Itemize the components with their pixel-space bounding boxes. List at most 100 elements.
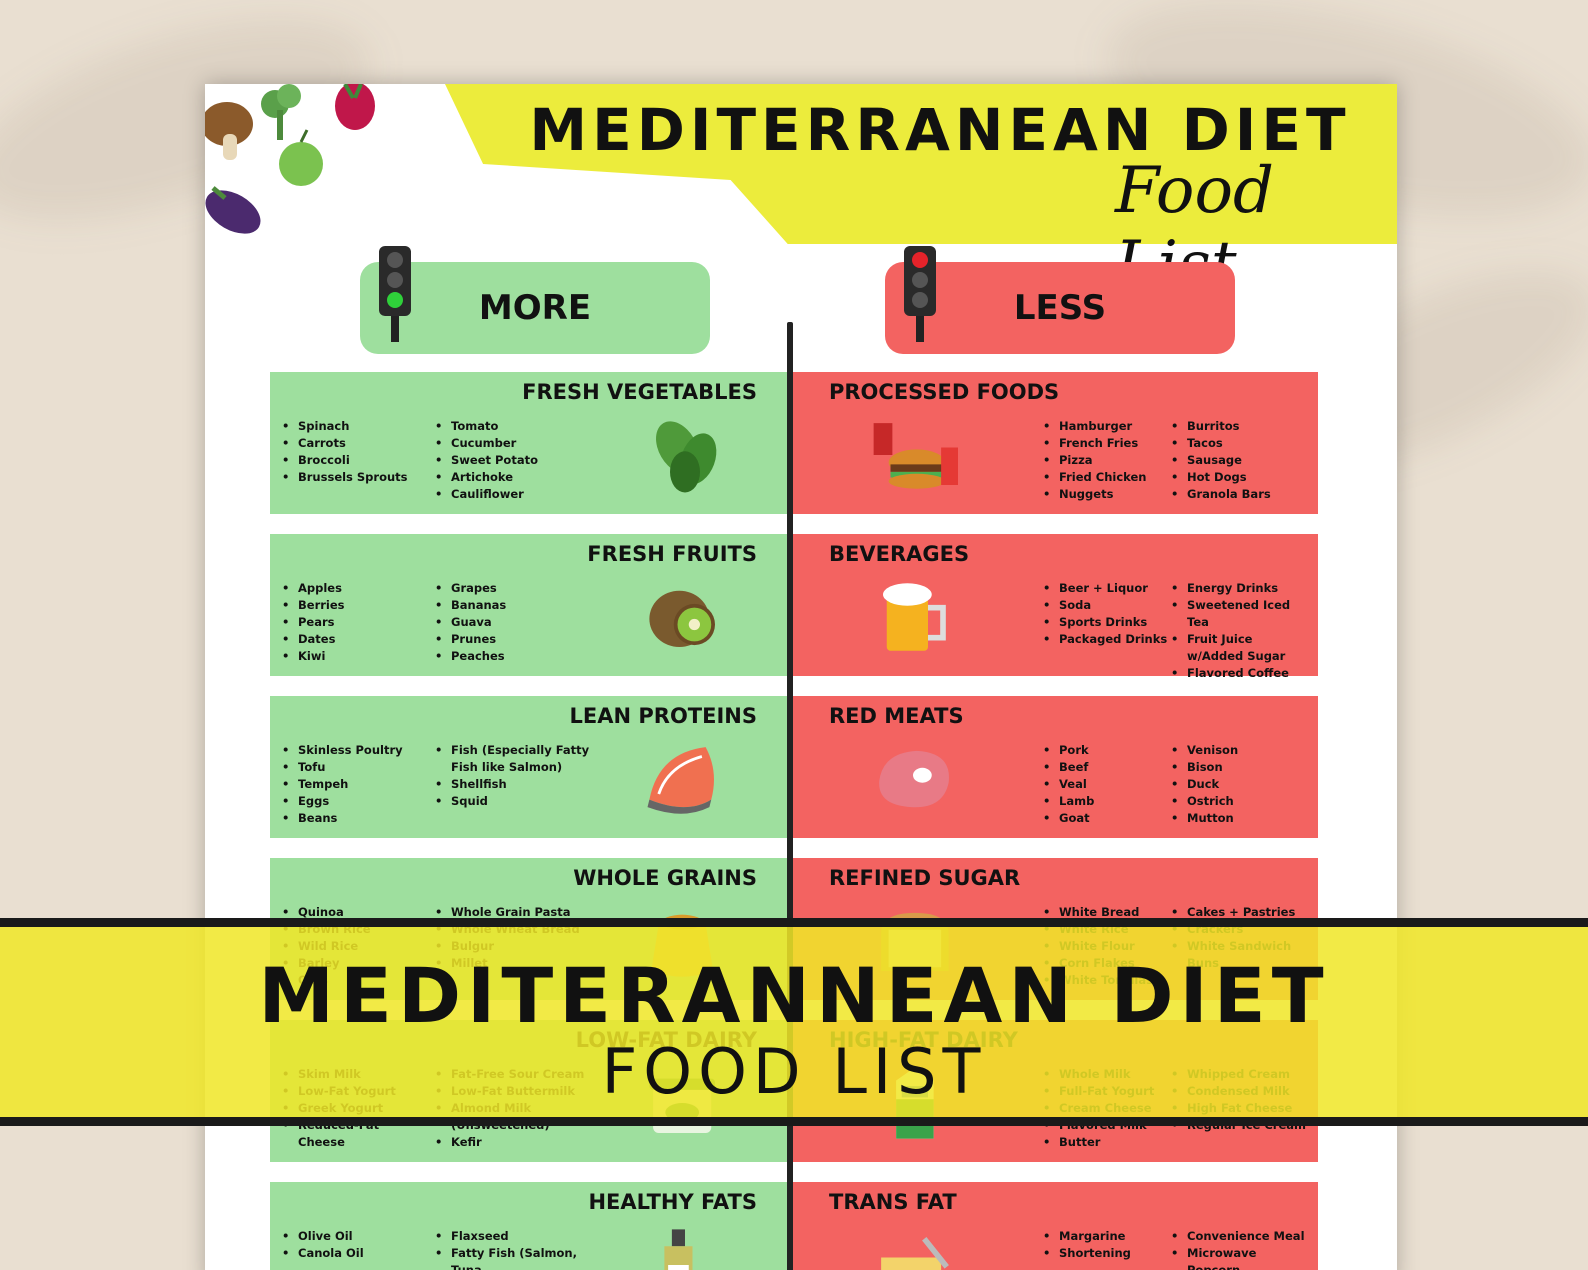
less-panel-red-meats: RED MEATS PorkBeefVealLambGoatVenisonBiso… <box>793 696 1318 838</box>
panel-title: FRESH VEGETABLES <box>522 380 757 404</box>
beer-mug-icon <box>883 583 946 651</box>
food-list-column: Beer + LiquorSodaSports DrinksPackaged D… <box>1043 580 1168 648</box>
list-item: Broccoli <box>282 452 422 469</box>
food-list-column: Energy DrinksSweetened Iced TeaFruit Jui… <box>1171 580 1311 682</box>
list-item: White Bread <box>1043 904 1168 921</box>
food-list-column: SpinachCarrotsBroccoliBrussels Sprouts <box>282 418 422 486</box>
list-item: Beans <box>282 810 422 827</box>
food-list-column: Fish (Especially Fatty Fish like Salmon)… <box>435 742 600 810</box>
more-panel-healthy-fats: HEALTHY FATS Olive OilCanola Oil FlaxseedF… <box>270 1182 789 1270</box>
less-panel-trans-fat: TRANS FAT MargarineShorteningConvenience … <box>793 1182 1318 1270</box>
food-list-column: Skinless PoultryTofuTempehEggsBeans <box>282 742 422 827</box>
less-panel-processed-foods: PROCESSED FOODS HamburgerFrench FriesPizz… <box>793 372 1318 514</box>
list-item: Sweet Potato <box>435 452 600 469</box>
list-item: Nuggets <box>1043 486 1168 503</box>
list-item: Sports Drinks <box>1043 614 1168 631</box>
food-list-column: TomatoCucumberSweet PotatoArtichokeCauli… <box>435 418 600 503</box>
list-item: Prunes <box>435 631 600 648</box>
list-item: Soda <box>1043 597 1168 614</box>
list-item: Canola Oil <box>282 1245 422 1262</box>
vegetables-illustration <box>205 84 375 234</box>
less-label: LESS <box>1013 288 1107 328</box>
list-item: Bananas <box>435 597 600 614</box>
list-item: Berries <box>282 597 422 614</box>
list-item: Convenience Meal <box>1171 1228 1311 1245</box>
list-item: Tempeh <box>282 776 422 793</box>
panel-title: WHOLE GRAINS <box>573 866 757 890</box>
food-list-column: Olive OilCanola Oil <box>282 1228 422 1262</box>
list-item: Quinoa <box>282 904 422 921</box>
list-item: Goat <box>1043 810 1168 827</box>
list-item: Beer + Liquor <box>1043 580 1168 597</box>
list-item: Sweetened Iced Tea <box>1171 597 1311 631</box>
olive-oil-icon <box>664 1229 693 1270</box>
kiwi-icon <box>649 590 715 647</box>
food-list-column: VenisonBisonDuckOstrichMutton <box>1171 742 1311 827</box>
list-item: Whole Grain Pasta <box>435 904 600 921</box>
list-item: Artichoke <box>435 469 600 486</box>
list-item: Hot Dogs <box>1171 469 1311 486</box>
food-list-column: PorkBeefVealLambGoat <box>1043 742 1168 827</box>
list-item: Veal <box>1043 776 1168 793</box>
fast-food-icon <box>873 423 958 489</box>
list-item: Venison <box>1171 742 1311 759</box>
spinach-icon <box>656 421 717 493</box>
list-item: Fatty Fish (Salmon, Tuna <box>435 1245 600 1270</box>
list-item: Granola Bars <box>1171 486 1311 503</box>
list-item: Shellfish <box>435 776 600 793</box>
list-item: Energy Drinks <box>1171 580 1311 597</box>
panel-title: RED MEATS <box>829 704 964 728</box>
list-item: Ostrich <box>1171 793 1311 810</box>
list-item: Pizza <box>1043 452 1168 469</box>
list-item: Grapes <box>435 580 600 597</box>
panel-title: TRANS FAT <box>829 1190 957 1214</box>
food-list-column: HamburgerFrench FriesPizzaFried ChickenN… <box>1043 418 1168 503</box>
list-item: Eggs <box>282 793 422 810</box>
list-item: Pears <box>282 614 422 631</box>
more-panel-lean-proteins: LEAN PROTEINS Skinless PoultryTofuTempehE… <box>270 696 789 838</box>
list-item: Olive Oil <box>282 1228 422 1245</box>
panel-title: HEALTHY FATS <box>588 1190 757 1214</box>
list-item: Sausage <box>1171 452 1311 469</box>
food-list-column: FlaxseedFatty Fish (Salmon, Tuna <box>435 1228 600 1270</box>
list-item: Bison <box>1171 759 1311 776</box>
panel-title: PROCESSED FOODS <box>829 380 1060 404</box>
more-header: MORE <box>360 262 710 354</box>
list-item: Pork <box>1043 742 1168 759</box>
list-item: Burritos <box>1171 418 1311 435</box>
more-panel-fresh-vegetables: FRESH VEGETABLES SpinachCarrotsBroccoliBr… <box>270 372 789 514</box>
panel-title: LEAN PROTEINS <box>569 704 757 728</box>
butter-icon <box>881 1236 949 1270</box>
list-item: Microwave Popcorn <box>1171 1245 1311 1270</box>
list-item: Packaged Drinks <box>1043 631 1168 648</box>
salmon-icon <box>647 747 714 814</box>
list-item: Carrots <box>282 435 422 452</box>
food-list-column: Convenience MealMicrowave Popcorn <box>1171 1228 1311 1270</box>
list-item: Spinach <box>282 418 422 435</box>
panel-title: REFINED SUGAR <box>829 866 1021 890</box>
list-item: Squid <box>435 793 600 810</box>
steak-icon <box>879 750 949 808</box>
list-item: Duck <box>1171 776 1311 793</box>
list-item: Shortening <box>1043 1245 1168 1262</box>
list-item: Fruit Juice w/Added Sugar <box>1171 631 1311 665</box>
list-item: Flaxseed <box>435 1228 600 1245</box>
food-list-column: GrapesBananasGuavaPrunesPeaches <box>435 580 600 665</box>
list-item: Fish (Especially Fatty Fish like Salmon) <box>435 742 600 776</box>
list-item: Kiwi <box>282 648 422 665</box>
panel-title: FRESH FRUITS <box>587 542 757 566</box>
list-item: Cakes + Pastries <box>1171 904 1311 921</box>
panel-title: BEVERAGES <box>829 542 970 566</box>
list-item: Guava <box>435 614 600 631</box>
less-header: LESS <box>885 262 1235 354</box>
column-divider <box>787 322 793 1270</box>
list-item: Peaches <box>435 648 600 665</box>
list-item: Tofu <box>282 759 422 776</box>
list-item: Hamburger <box>1043 418 1168 435</box>
list-item: Mutton <box>1171 810 1311 827</box>
list-item: Tomato <box>435 418 600 435</box>
list-item: Flavored Coffee <box>1171 665 1311 682</box>
overlay-banner: MEDITERANNEAN DIET FOOD LIST <box>0 918 1588 1126</box>
red-traffic-light-icon <box>904 246 936 342</box>
food-list-column: BurritosTacosSausageHot DogsGranola Bars <box>1171 418 1311 503</box>
